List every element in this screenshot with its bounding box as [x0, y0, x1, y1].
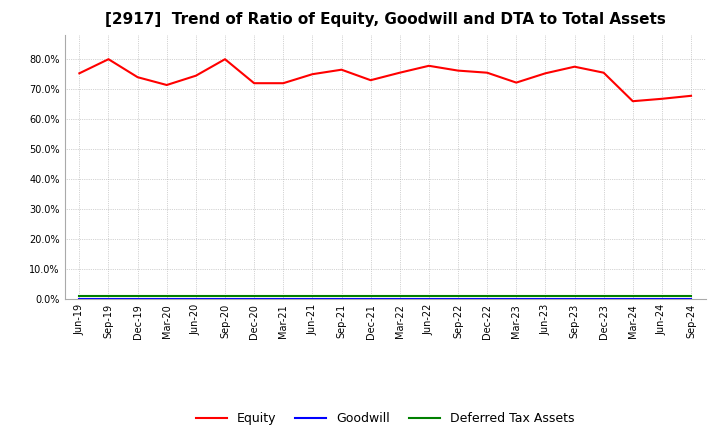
Equity: [337, 67, 346, 72]
Deferred Tax Assets: [483, 293, 492, 299]
Equity: [163, 82, 171, 88]
Goodwill: [308, 296, 317, 301]
Equity: [541, 71, 550, 76]
Goodwill: [599, 296, 608, 301]
Equity: [483, 70, 492, 75]
Equity: [75, 71, 84, 76]
Equity: [570, 64, 579, 70]
Goodwill: [250, 296, 258, 301]
Deferred Tax Assets: [279, 293, 287, 299]
Deferred Tax Assets: [250, 293, 258, 299]
Equity: [512, 80, 521, 85]
Goodwill: [629, 296, 637, 301]
Goodwill: [657, 296, 666, 301]
Deferred Tax Assets: [192, 293, 200, 299]
Goodwill: [220, 296, 229, 301]
Goodwill: [75, 296, 84, 301]
Deferred Tax Assets: [454, 293, 462, 299]
Deferred Tax Assets: [220, 293, 229, 299]
Deferred Tax Assets: [75, 293, 84, 299]
Equity: [454, 68, 462, 73]
Equity: [687, 93, 696, 99]
Goodwill: [687, 296, 696, 301]
Deferred Tax Assets: [425, 293, 433, 299]
Goodwill: [425, 296, 433, 301]
Deferred Tax Assets: [512, 293, 521, 299]
Deferred Tax Assets: [687, 293, 696, 299]
Equity: [308, 72, 317, 77]
Deferred Tax Assets: [570, 293, 579, 299]
Equity: [279, 81, 287, 86]
Deferred Tax Assets: [395, 293, 404, 299]
Goodwill: [541, 296, 550, 301]
Equity: [425, 63, 433, 69]
Equity: [220, 57, 229, 62]
Goodwill: [366, 296, 375, 301]
Goodwill: [570, 296, 579, 301]
Equity: [104, 57, 113, 62]
Goodwill: [454, 296, 462, 301]
Deferred Tax Assets: [104, 293, 113, 299]
Equity: [599, 70, 608, 75]
Goodwill: [192, 296, 200, 301]
Deferred Tax Assets: [308, 293, 317, 299]
Goodwill: [279, 296, 287, 301]
Deferred Tax Assets: [599, 293, 608, 299]
Title: [2917]  Trend of Ratio of Equity, Goodwill and DTA to Total Assets: [2917] Trend of Ratio of Equity, Goodwil…: [105, 12, 665, 27]
Deferred Tax Assets: [337, 293, 346, 299]
Goodwill: [163, 296, 171, 301]
Deferred Tax Assets: [366, 293, 375, 299]
Deferred Tax Assets: [541, 293, 550, 299]
Equity: [366, 77, 375, 83]
Equity: [657, 96, 666, 102]
Goodwill: [395, 296, 404, 301]
Legend: Equity, Goodwill, Deferred Tax Assets: Equity, Goodwill, Deferred Tax Assets: [191, 407, 580, 430]
Equity: [250, 81, 258, 86]
Equity: [133, 74, 142, 80]
Equity: [629, 99, 637, 104]
Equity: [192, 73, 200, 78]
Goodwill: [337, 296, 346, 301]
Goodwill: [104, 296, 113, 301]
Goodwill: [512, 296, 521, 301]
Deferred Tax Assets: [657, 293, 666, 299]
Goodwill: [133, 296, 142, 301]
Goodwill: [483, 296, 492, 301]
Deferred Tax Assets: [163, 293, 171, 299]
Line: Equity: Equity: [79, 59, 691, 101]
Equity: [395, 70, 404, 75]
Deferred Tax Assets: [133, 293, 142, 299]
Deferred Tax Assets: [629, 293, 637, 299]
